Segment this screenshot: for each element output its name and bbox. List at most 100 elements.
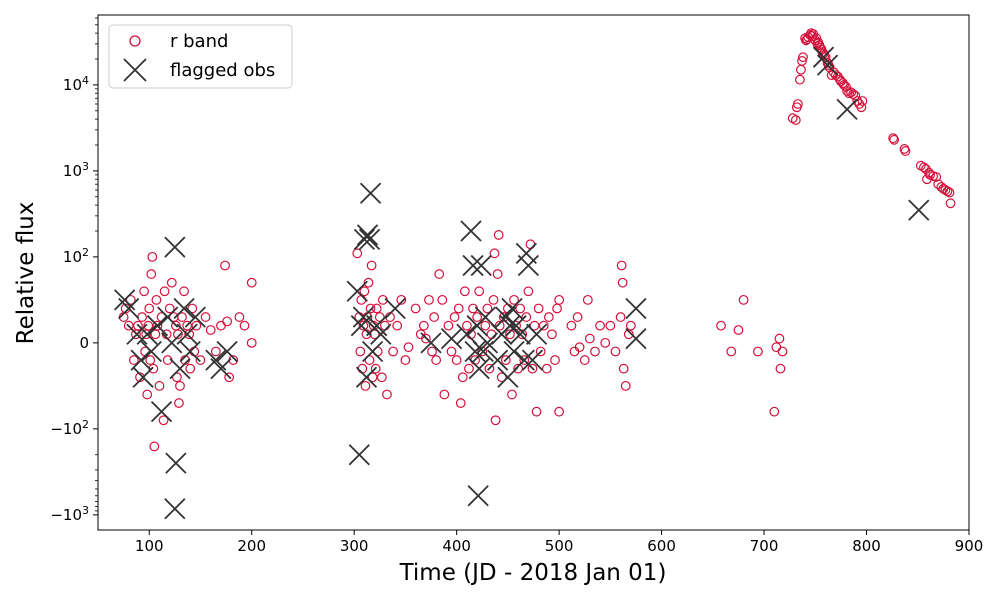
data-point-r-band — [149, 441, 160, 452]
data-point-r-band — [616, 260, 627, 271]
data-point-r-band — [531, 406, 542, 417]
data-point-flagged-obs — [499, 315, 521, 337]
data-point-flagged-obs — [146, 315, 169, 337]
data-point-r-band — [790, 115, 801, 125]
data-point-flagged-obs — [625, 297, 647, 320]
data-point-r-band — [554, 294, 565, 305]
data-point-flagged-obs — [216, 340, 238, 363]
legend-marker-flagged-obs — [123, 58, 147, 82]
data-point-r-band — [797, 56, 807, 66]
data-point-flagged-obs — [348, 444, 370, 466]
data-point-r-band — [482, 303, 493, 314]
data-point-flagged-obs — [165, 452, 187, 474]
data-point-r-band — [366, 260, 377, 271]
data-point-flagged-obs — [384, 297, 406, 320]
x-tick-label: 900 — [955, 537, 984, 555]
data-point-r-band — [480, 320, 491, 331]
x-tick-label: 400 — [442, 537, 471, 555]
data-point-r-band — [543, 312, 554, 322]
data-point-flagged-obs — [467, 485, 489, 507]
data-point-r-band — [533, 303, 544, 314]
data-point-r-band — [513, 363, 524, 374]
data-point-r-band — [142, 389, 153, 400]
data-point-r-band — [832, 71, 843, 82]
data-point-r-band — [582, 294, 593, 305]
data-point-flagged-obs — [164, 236, 186, 258]
data-point-r-band — [856, 102, 867, 113]
x-tick-label: 700 — [750, 537, 779, 555]
data-point-r-band — [429, 312, 440, 322]
data-point-r-band — [572, 312, 583, 322]
data-point-flagged-obs — [169, 358, 191, 380]
data-point-r-band — [777, 346, 788, 357]
data-point-flagged-obs — [474, 306, 496, 328]
data-point-r-band — [474, 286, 485, 297]
data-point-r-band — [842, 86, 852, 96]
data-point-flagged-obs — [497, 366, 519, 388]
data-point-r-band — [177, 312, 187, 322]
data-point-r-band — [195, 355, 206, 365]
data-point-flagged-obs — [525, 323, 548, 345]
data-point-flagged-obs — [460, 220, 482, 242]
data-point-r-band — [239, 320, 250, 331]
data-point-r-band — [185, 363, 196, 374]
data-point-r-band — [523, 286, 534, 297]
data-point-r-band — [716, 320, 726, 331]
data-point-r-band — [775, 363, 786, 374]
data-point-r-band — [175, 380, 185, 391]
x-axis-label: Time (JD - 2018 Jan 01) — [399, 560, 667, 586]
legend-label-r-band: r band — [170, 31, 228, 52]
data-point-r-band — [889, 134, 900, 145]
data-point-r-band — [535, 346, 546, 357]
data-point-r-band — [370, 363, 381, 374]
data-point-r-band — [490, 415, 501, 426]
y-tick-label: 0 — [79, 334, 89, 352]
legend-x-glyph — [123, 58, 147, 82]
data-point-r-band — [147, 251, 158, 262]
data-point-flagged-obs — [179, 340, 201, 363]
data-point-flagged-obs — [517, 254, 540, 277]
data-point-r-band — [547, 329, 557, 340]
data-point-r-band — [579, 355, 590, 365]
data-point-r-band — [123, 320, 134, 331]
data-point-r-band — [443, 320, 454, 331]
data-point-flagged-obs — [355, 366, 378, 388]
data-point-r-band — [493, 230, 504, 240]
data-point-r-band — [152, 320, 163, 331]
data-point-flagged-obs — [509, 323, 531, 345]
data-point-r-band — [179, 286, 189, 297]
data-point-flagged-obs — [361, 340, 384, 363]
data-point-r-band — [455, 398, 466, 408]
data-point-flagged-obs — [816, 54, 839, 76]
data-point-r-band — [584, 333, 595, 344]
legend-box — [108, 24, 293, 89]
data-point-r-band — [625, 320, 636, 331]
data-point-r-band — [839, 80, 849, 90]
data-point-r-band — [836, 76, 846, 87]
data-point-r-band — [615, 312, 626, 322]
data-point-r-band — [418, 320, 429, 331]
data-point-flagged-obs — [359, 182, 382, 204]
data-point-r-band — [515, 303, 526, 314]
data-point-r-band — [538, 320, 549, 331]
data-point-r-band — [205, 325, 216, 335]
data-point-flagged-obs — [456, 323, 478, 345]
x-tick-label: 100 — [135, 537, 164, 555]
data-point-r-band — [139, 286, 150, 297]
data-point-r-band — [358, 320, 369, 331]
data-point-r-band — [144, 303, 155, 314]
data-point-flagged-obs — [462, 254, 484, 277]
data-point-flagged-obs — [468, 358, 490, 380]
data-point-r-band — [494, 320, 505, 331]
x-tick-label: 300 — [340, 537, 369, 555]
y-tick-label: −102 — [50, 418, 89, 438]
data-point-r-band — [733, 325, 744, 335]
data-point-r-band — [944, 187, 955, 198]
data-point-r-band — [566, 320, 577, 331]
data-point-flagged-obs — [353, 228, 376, 250]
data-point-r-band — [617, 277, 628, 288]
data-point-r-band — [769, 406, 780, 417]
data-point-r-band — [410, 303, 421, 314]
data-point-r-band — [453, 303, 464, 314]
